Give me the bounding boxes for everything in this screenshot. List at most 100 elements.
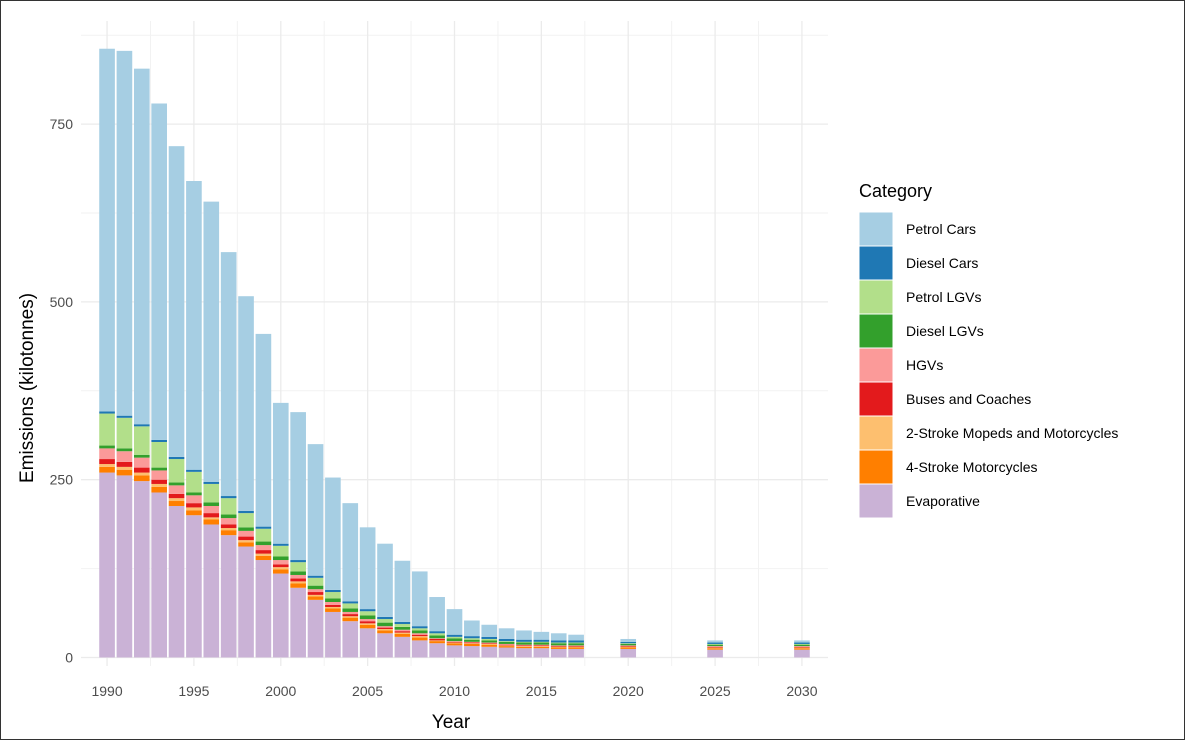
bar-segment xyxy=(533,646,550,647)
bar-segment xyxy=(707,643,723,645)
bar-segment xyxy=(568,643,584,646)
y-tick-label: 250 xyxy=(50,472,74,488)
bar-segment xyxy=(255,553,272,556)
bar-segment xyxy=(272,543,289,546)
bar-segment xyxy=(429,638,445,641)
bar-segment xyxy=(377,627,393,630)
bar-segment xyxy=(411,634,428,637)
bar-segment xyxy=(272,556,289,561)
bar-segment xyxy=(342,616,359,618)
bar-segment xyxy=(516,630,532,640)
bar-segment xyxy=(116,466,133,470)
bar-segment xyxy=(168,505,185,658)
bar-segment xyxy=(238,296,254,511)
bar-segment xyxy=(99,413,115,446)
bar-segment xyxy=(464,639,480,642)
y-tick-label: 500 xyxy=(50,294,74,310)
bar-segment xyxy=(151,467,167,471)
bar-segment xyxy=(568,642,584,644)
bar-segment xyxy=(446,634,463,637)
bar-segment xyxy=(394,626,411,630)
bar-segment xyxy=(325,598,341,602)
bar-segment xyxy=(307,592,324,595)
bar-segment xyxy=(394,632,411,634)
bar-segment xyxy=(411,636,428,638)
bar-segment xyxy=(133,481,150,658)
bar-segment xyxy=(133,472,150,476)
bar-segment xyxy=(568,645,584,647)
bar-segment xyxy=(272,567,289,570)
axes: 1990 1995 2000 2005 2010 2015 2020 2025 2030 0 250… xyxy=(50,116,818,699)
bar-segment xyxy=(794,647,810,649)
bar-segment xyxy=(568,634,584,641)
bar-segment xyxy=(342,601,359,604)
bar-segment xyxy=(533,639,550,642)
bar-segment xyxy=(168,485,185,494)
bar-segment xyxy=(307,575,324,578)
bar-segment xyxy=(411,640,428,658)
bar-segment xyxy=(220,535,237,658)
bar-segment xyxy=(446,641,463,642)
bar-segment xyxy=(290,574,306,579)
x-tick-label: 2010 xyxy=(439,683,470,699)
bar-segment xyxy=(550,647,567,649)
bar-segment xyxy=(238,546,254,658)
bar-segment xyxy=(203,483,220,503)
bar-segment xyxy=(377,629,393,631)
bar-segment xyxy=(290,581,306,584)
bar-segment xyxy=(203,201,220,482)
bar-segment xyxy=(516,645,532,647)
bar-segment xyxy=(203,513,220,518)
bar-segment xyxy=(186,181,202,470)
bar-segment xyxy=(481,638,498,641)
bar-segment xyxy=(464,643,480,647)
bar-segment xyxy=(620,641,637,644)
bar-segment xyxy=(411,630,428,634)
legend-swatch xyxy=(858,347,894,383)
bar-segment xyxy=(238,530,254,537)
bar-segment xyxy=(99,472,115,658)
bar-segment xyxy=(446,636,463,639)
bar-segment xyxy=(377,619,393,623)
x-tick-label: 2015 xyxy=(526,683,557,699)
bar-segment xyxy=(481,640,498,643)
bar-segment xyxy=(464,620,480,637)
bar-segment xyxy=(290,587,306,658)
legend-label: 4-Stroke Motorcycles xyxy=(906,459,1037,475)
bar-segment xyxy=(116,415,133,418)
bar-segment xyxy=(116,475,133,658)
bar-segment xyxy=(203,481,220,484)
bar-segment xyxy=(498,641,515,644)
bar-segment xyxy=(255,560,272,658)
bar-segment xyxy=(255,541,272,546)
bar-segment xyxy=(151,441,167,468)
bar-segment xyxy=(290,562,306,572)
bar-segment xyxy=(325,606,341,609)
bar-segment xyxy=(168,456,185,460)
bar-segment xyxy=(99,464,115,467)
bar-segment xyxy=(411,637,428,641)
bar-segment xyxy=(533,642,550,645)
bar-segment xyxy=(620,646,637,647)
bar-segment xyxy=(99,459,115,465)
bar-segment xyxy=(168,493,185,499)
bar-segment xyxy=(394,624,411,627)
bar-segment xyxy=(151,439,167,442)
bar-segment xyxy=(133,68,150,425)
bar-segment xyxy=(325,592,341,599)
bar-segment xyxy=(151,103,167,440)
bar-segment xyxy=(446,638,463,642)
bar-segment xyxy=(394,560,411,622)
bar-segment xyxy=(429,643,445,658)
bar-segment xyxy=(620,647,637,649)
bar-segment xyxy=(516,639,532,642)
legend-swatch xyxy=(858,483,894,519)
bar-segment xyxy=(359,624,376,629)
bar-segment xyxy=(325,604,341,607)
bar-segment xyxy=(794,643,810,645)
x-tick-label: 2020 xyxy=(613,683,644,699)
bar-segment xyxy=(377,630,393,634)
bars xyxy=(99,48,810,658)
bar-segment xyxy=(794,642,810,644)
